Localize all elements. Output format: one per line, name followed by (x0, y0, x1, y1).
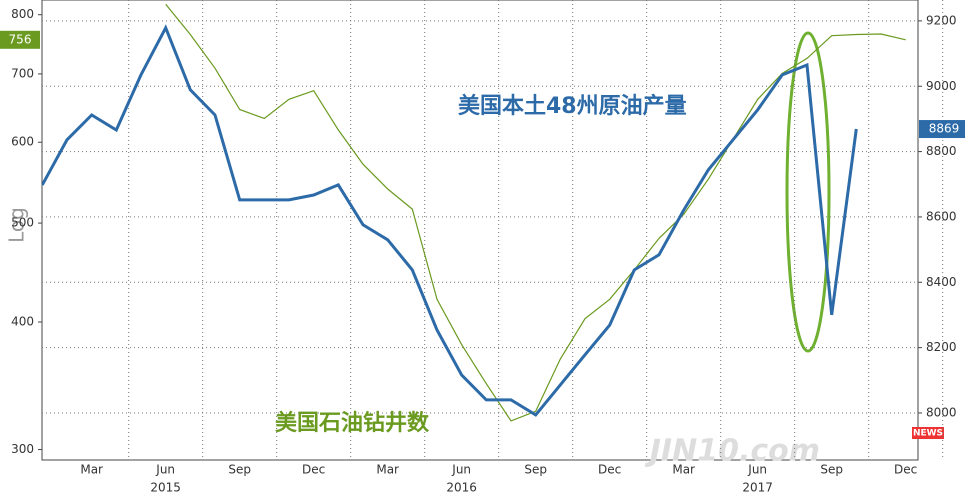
y2-tick-label: 9200 (926, 13, 957, 27)
y-tick-label: 400 (11, 314, 34, 328)
x-tick-label: Dec (302, 463, 325, 477)
series-line (42, 24, 858, 417)
y-tick-label: 600 (11, 135, 34, 149)
year-label: 2016 (446, 481, 477, 495)
watermark: JIN10.com (645, 434, 820, 469)
x-tick-label: Jun (155, 463, 175, 477)
y-tick-label: 700 (11, 66, 34, 80)
highlight-ellipse (785, 31, 831, 353)
watermark-badge: NEWS (913, 429, 943, 439)
y2-tick-label: 8000 (926, 405, 957, 419)
x-tick-label: Sep (820, 463, 843, 477)
plot-frame (41, 0, 919, 461)
y2-tick-label: 8800 (926, 144, 957, 158)
series-name: 美国石油钻井数 (275, 410, 430, 436)
y2-tick-label: 8400 (926, 275, 957, 289)
y2-tick-label: 8200 (926, 340, 957, 354)
year-label: 2015 (150, 481, 181, 495)
x-tick-label: Mar (80, 463, 103, 477)
value-label-bg (0, 30, 40, 49)
x-tick-label: Mar (672, 463, 695, 477)
value-label-bg (919, 120, 965, 139)
x-tick-label: Mar (376, 463, 399, 477)
x-tick-label: Jun (747, 463, 767, 477)
y-axis-label: Log (5, 207, 29, 243)
x-tick-label: Dec (894, 463, 917, 477)
x-tick-label: Sep (228, 463, 251, 477)
watermark-badge-bg (912, 427, 944, 439)
series-name: 美国本土48州原油产量 (458, 93, 687, 119)
x-tick-label: Jun (451, 463, 471, 477)
x-tick-label: Sep (524, 463, 547, 477)
y-tick-label: 800 (11, 7, 34, 21)
y2-tick-label: 9000 (926, 79, 957, 93)
x-tick-label: Dec (598, 463, 621, 477)
y-tick-label: 500 (11, 216, 34, 230)
y2-tick-label: 8600 (926, 209, 957, 223)
value-label: 756 (9, 32, 32, 46)
year-label: 2017 (742, 481, 773, 495)
y-tick-label: 300 (11, 442, 34, 456)
value-label: 8869 (929, 122, 960, 136)
